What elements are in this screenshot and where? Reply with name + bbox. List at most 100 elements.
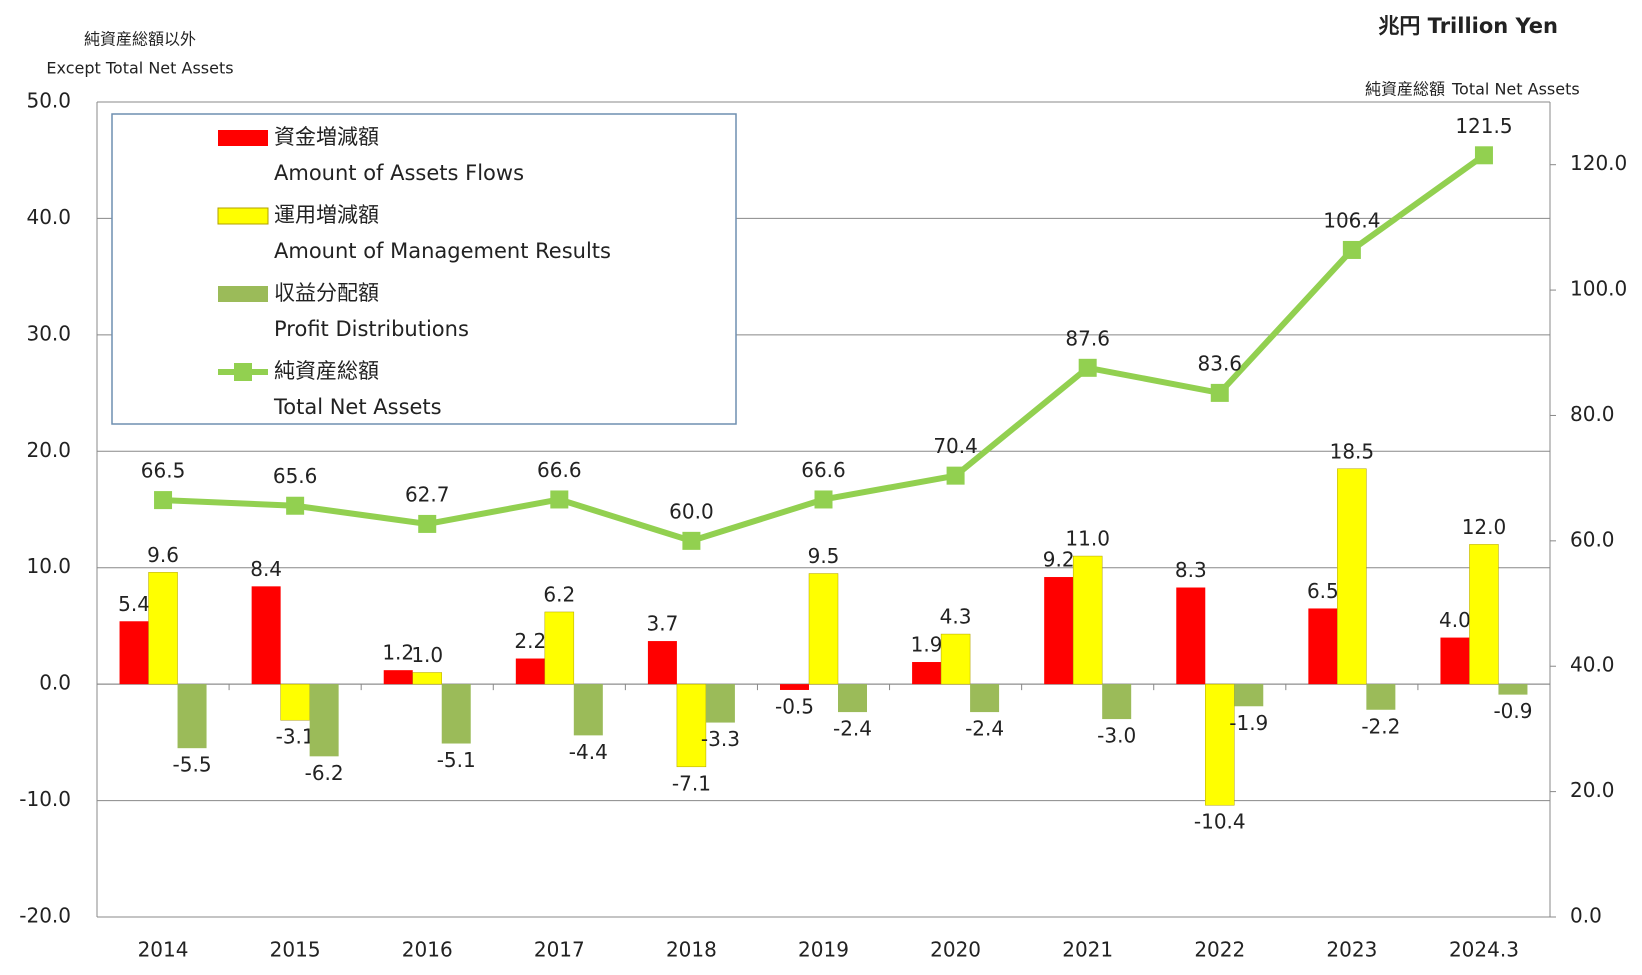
data-label: 6.2 bbox=[543, 582, 575, 606]
legend-label-en: Total Net Assets bbox=[273, 395, 442, 419]
bar bbox=[1440, 637, 1470, 685]
x-tick-label: 2023 bbox=[1326, 938, 1377, 962]
bar bbox=[148, 572, 178, 685]
data-label: 9.5 bbox=[808, 544, 840, 568]
line-marker bbox=[682, 531, 701, 550]
y2-tick-label: 120.0 bbox=[1570, 151, 1627, 175]
y2-tick-label: 0.0 bbox=[1570, 904, 1602, 928]
bar bbox=[383, 670, 413, 685]
y2-tick-label: 40.0 bbox=[1570, 653, 1615, 677]
data-label: -2.4 bbox=[833, 717, 872, 741]
bar bbox=[1044, 577, 1074, 685]
line-marker bbox=[1474, 146, 1493, 165]
bar bbox=[676, 683, 707, 768]
bar bbox=[280, 683, 310, 721]
legend-label: 収益分配額 bbox=[274, 281, 379, 305]
y2-axis-label-en: Total Net Assets bbox=[1451, 80, 1580, 99]
y-tick-label: 20.0 bbox=[26, 438, 71, 462]
data-label: 65.6 bbox=[273, 464, 318, 488]
bar bbox=[1498, 684, 1528, 695]
line-marker bbox=[1210, 383, 1229, 402]
bar bbox=[940, 633, 971, 685]
legend-label-en: Profit Distributions bbox=[274, 317, 469, 341]
x-tick-label: 2019 bbox=[798, 938, 849, 962]
x-tick-label: 2017 bbox=[534, 938, 585, 962]
data-label: 66.5 bbox=[141, 459, 186, 483]
x-tick-label: 2018 bbox=[666, 938, 717, 962]
bar bbox=[1072, 555, 1103, 685]
line-marker bbox=[1342, 240, 1361, 259]
data-label: -0.9 bbox=[1493, 699, 1532, 723]
legend-label: 運用増減額 bbox=[274, 203, 379, 227]
data-label: 66.6 bbox=[537, 458, 582, 482]
data-label: 4.3 bbox=[940, 605, 972, 629]
data-label: 9.6 bbox=[147, 543, 179, 567]
bar bbox=[1469, 544, 1499, 685]
data-label: 3.7 bbox=[647, 612, 679, 636]
legend-swatch bbox=[217, 207, 269, 225]
bar bbox=[1176, 587, 1206, 685]
y-tick-label: 50.0 bbox=[26, 89, 71, 113]
data-label: 70.4 bbox=[933, 434, 978, 458]
y-tick-label: 40.0 bbox=[26, 205, 71, 229]
data-label: 8.3 bbox=[1175, 558, 1207, 582]
data-label: -2.4 bbox=[965, 717, 1004, 741]
y2-tick-label: 80.0 bbox=[1570, 402, 1615, 426]
line-marker bbox=[550, 490, 569, 509]
y2-axis-label: 純資産総額 bbox=[1365, 80, 1445, 99]
data-label: -3.3 bbox=[701, 727, 740, 751]
bar bbox=[441, 684, 471, 744]
data-label: -4.4 bbox=[569, 740, 608, 764]
line-marker bbox=[946, 466, 965, 485]
data-label: 1.0 bbox=[411, 643, 443, 667]
legend-box bbox=[111, 113, 737, 425]
x-tick-label: 2022 bbox=[1194, 938, 1245, 962]
bar bbox=[647, 641, 677, 685]
data-label: 6.5 bbox=[1307, 579, 1339, 603]
y-tick-label: -10.0 bbox=[19, 787, 71, 811]
line-marker bbox=[814, 490, 833, 509]
data-label: 5.4 bbox=[118, 592, 150, 616]
x-tick-label: 2016 bbox=[402, 938, 453, 962]
data-label: -7.1 bbox=[672, 771, 711, 795]
data-label: -5.5 bbox=[173, 753, 212, 777]
data-label: -3.1 bbox=[276, 725, 315, 749]
line-marker bbox=[418, 514, 437, 533]
legend-label: 純資産総額 bbox=[274, 359, 379, 383]
bar bbox=[251, 586, 281, 685]
y-tick-label: 10.0 bbox=[26, 554, 71, 578]
bar bbox=[177, 684, 207, 749]
data-label: 2.2 bbox=[514, 629, 546, 653]
bar bbox=[705, 684, 735, 723]
data-label: 83.6 bbox=[1198, 351, 1243, 375]
y2-tick-label: 100.0 bbox=[1570, 277, 1627, 301]
line-marker bbox=[286, 496, 305, 515]
y-tick-label: 0.0 bbox=[39, 671, 71, 695]
y-axis-label: 純資産総額以外 bbox=[84, 30, 196, 49]
data-label: 1.9 bbox=[911, 633, 943, 657]
bar bbox=[838, 684, 867, 713]
data-label: 60.0 bbox=[669, 499, 714, 523]
data-label: 18.5 bbox=[1330, 439, 1375, 463]
data-label: -2.2 bbox=[1361, 714, 1400, 738]
bar bbox=[1102, 684, 1132, 720]
bar bbox=[1205, 683, 1235, 806]
line-marker bbox=[154, 491, 173, 510]
data-label: -0.5 bbox=[775, 694, 814, 718]
x-tick-label: 2024.3 bbox=[1449, 938, 1519, 962]
legend-swatch bbox=[218, 130, 268, 146]
line-marker bbox=[1078, 358, 1097, 377]
x-tick-label: 2021 bbox=[1062, 938, 1113, 962]
x-tick-label: 2020 bbox=[930, 938, 981, 962]
bar bbox=[573, 684, 603, 736]
x-tick-label: 2014 bbox=[138, 938, 189, 962]
bar bbox=[119, 621, 149, 685]
y-tick-label: 30.0 bbox=[26, 321, 71, 345]
bar bbox=[412, 672, 442, 685]
data-label: 1.2 bbox=[382, 641, 414, 665]
bar bbox=[1366, 684, 1396, 710]
x-tick-label: 2015 bbox=[270, 938, 321, 962]
y-axis-label-en: Except Total Net Assets bbox=[46, 59, 233, 78]
legend-swatch bbox=[234, 363, 252, 381]
